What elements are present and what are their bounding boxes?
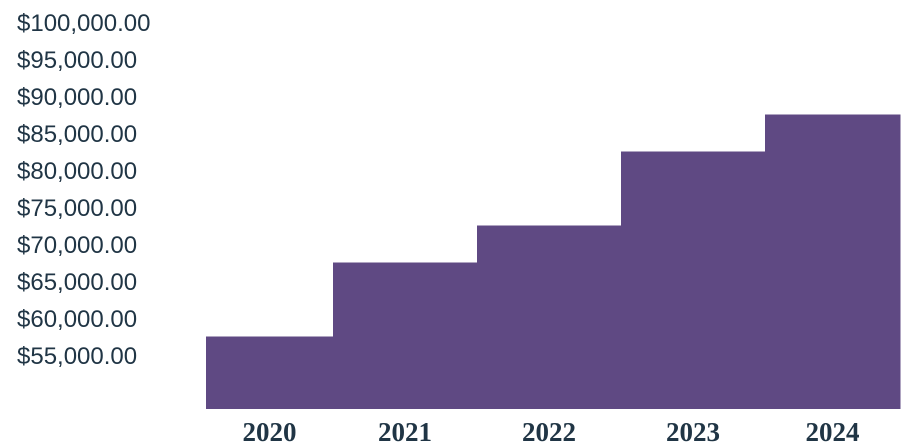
area-step-2024 xyxy=(765,114,901,409)
area-step-2023 xyxy=(621,151,766,409)
area-step-2021 xyxy=(333,262,478,409)
y-tick-label: $70,000.00 xyxy=(17,232,137,259)
area-step-2020 xyxy=(206,336,334,409)
y-tick-label: $85,000.00 xyxy=(17,121,137,148)
x-tick-label: 2023 xyxy=(666,417,720,444)
x-tick-label: 2021 xyxy=(378,417,432,444)
x-tick-label: 2022 xyxy=(522,417,576,444)
y-tick-label: $65,000.00 xyxy=(17,269,137,296)
x-tick-label: 2024 xyxy=(806,417,860,444)
y-tick-label: $55,000.00 xyxy=(17,343,137,370)
y-tick-label: $95,000.00 xyxy=(17,47,137,74)
y-tick-label: $90,000.00 xyxy=(17,84,137,111)
y-tick-label: $100,000.00 xyxy=(17,10,150,37)
x-tick-label: 2020 xyxy=(243,417,297,444)
y-tick-label: $75,000.00 xyxy=(17,195,137,222)
y-tick-label: $80,000.00 xyxy=(17,158,137,185)
x-axis-tick-labels: 2020 2021 2022 2023 2024 xyxy=(243,417,860,444)
y-tick-label: $60,000.00 xyxy=(17,306,137,333)
plot-area xyxy=(206,114,901,409)
area-step-2022 xyxy=(477,225,622,409)
y-axis-tick-labels: $100,000.00 $95,000.00 $90,000.00 $85,000.0… xyxy=(17,10,150,370)
